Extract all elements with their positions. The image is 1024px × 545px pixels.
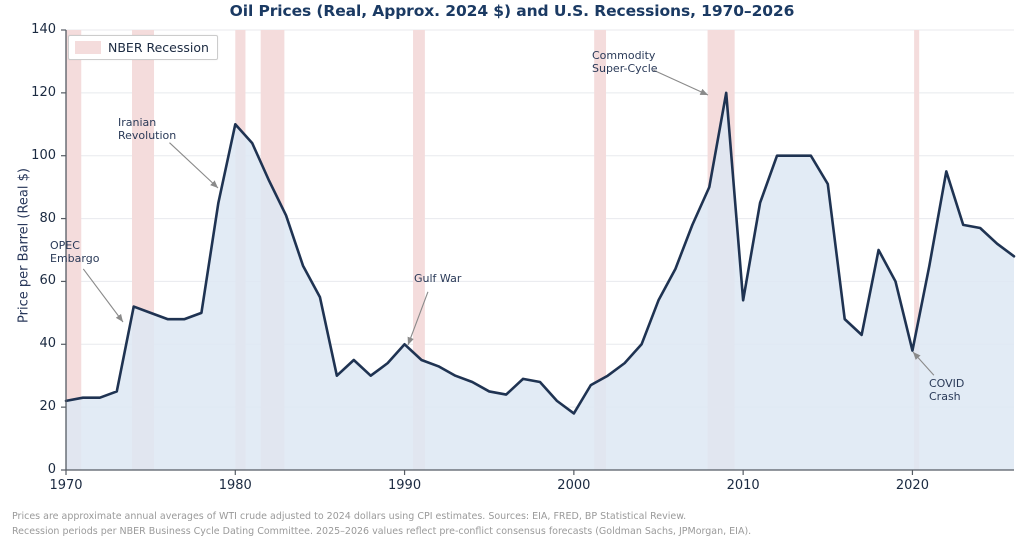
y-axis-tick-label: 40 — [39, 336, 56, 352]
annotation-label: Gulf War — [414, 272, 462, 285]
y-axis-tick-label: 80 — [39, 210, 56, 226]
annotation-arrow — [169, 142, 219, 189]
y-axis-tick-label: 60 — [39, 273, 56, 289]
y-axis-tick-label: 120 — [31, 84, 56, 100]
annotation-arrow — [82, 268, 124, 323]
annotation-label: OPEC Embargo — [50, 239, 100, 265]
annotation-label: COVID Crash — [929, 377, 965, 403]
legend[interactable]: NBER Recession — [68, 35, 218, 60]
recession-band — [914, 30, 920, 470]
recession-band — [413, 30, 425, 470]
recession-band — [66, 30, 82, 470]
legend-recession-swatch — [75, 41, 101, 54]
x-axis-tick-label: 1990 — [388, 478, 422, 493]
x-axis-tick-label: 1970 — [49, 478, 83, 493]
x-axis-tick-label: 2010 — [726, 478, 760, 493]
footnote-methodology: Recession periods per NBER Business Cycl… — [12, 526, 752, 537]
annotation-label: Iranian Revolution — [118, 116, 177, 142]
x-axis-tick-label: 2020 — [895, 478, 929, 493]
page-title: Oil Prices (Real, Approx. 2024 $) and U.… — [229, 2, 795, 20]
recession-band — [594, 30, 607, 470]
y-axis-tick-label: 140 — [31, 22, 56, 37]
footnote-sources: Prices are approximate annual averages o… — [12, 511, 687, 522]
annotation-label: Commodity Super-Cycle — [592, 49, 658, 75]
y-axis-tick-label: 100 — [31, 147, 56, 163]
price-line — [64, 91, 1016, 415]
price-area-fill — [66, 92, 1014, 471]
annotation-arrow — [912, 351, 935, 376]
annotation-arrow — [653, 69, 709, 96]
y-axis-tick-label: 0 — [47, 462, 56, 477]
x-axis-tick-label: 2000 — [557, 478, 591, 493]
x-axis-tick-label: 1980 — [218, 478, 252, 493]
annotation-arrow — [407, 291, 429, 346]
legend-recession-label: NBER Recession — [108, 40, 209, 55]
y-axis-tick-label: 20 — [39, 399, 56, 415]
